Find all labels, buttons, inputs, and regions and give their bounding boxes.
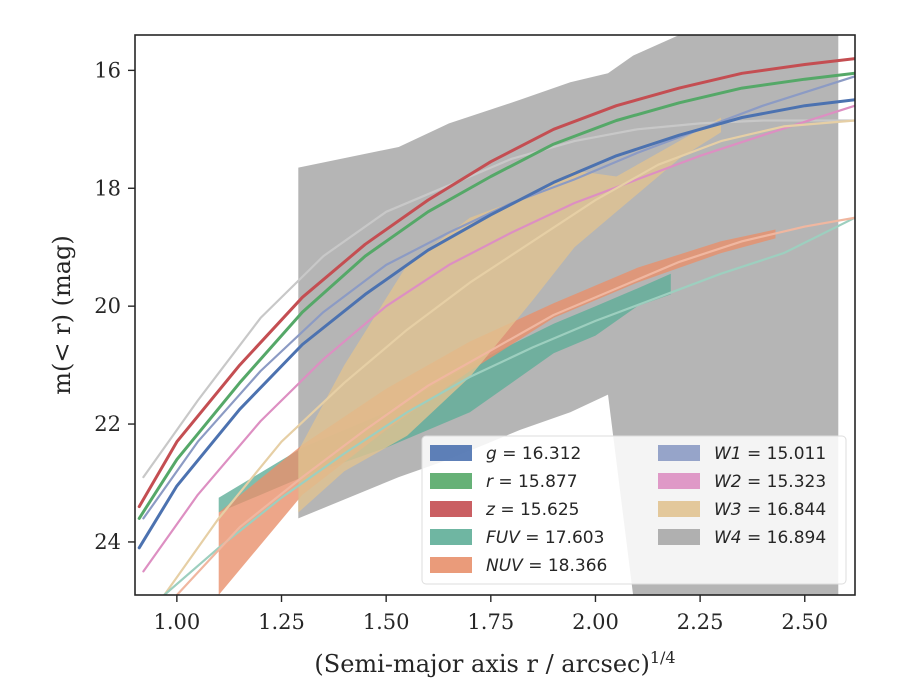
curve-nuv-line (175, 216, 855, 595)
x-tick-label: 1.50 (363, 610, 410, 634)
legend-entry-r: r = 15.877 (486, 472, 578, 492)
x-tick-label: 1.25 (258, 610, 305, 634)
legend-swatch-w4 (658, 529, 700, 545)
legend-entry-z: z = 15.625 (485, 500, 579, 520)
x-axis-label-exponent: 1/4 (650, 648, 676, 667)
legend-swatch-nuv (430, 557, 472, 573)
legend: g = 16.312 r = 15.877 z = 15.625 FUV = 17.6… (421, 435, 847, 585)
y-axis-label: m(< r) (mag) (48, 235, 76, 394)
y-tick-label: 22 (94, 412, 121, 436)
y-tick-label: 18 (94, 176, 121, 200)
legend-entry-w3: W3 = 16.844 (714, 500, 826, 520)
curve-r (137, 71, 855, 520)
legend-swatch-w3 (658, 501, 700, 517)
curve-w4-line (142, 119, 855, 479)
y-tick-label: 24 (94, 530, 121, 554)
axes-layer: 1.00 1.25 1.50 1.75 2.00 2.25 2.50 16 18 20 22 24 (94, 58, 828, 634)
x-tick-label: 2.00 (572, 610, 619, 634)
legend-entry-fuv: FUV = 17.603 (486, 528, 604, 548)
legend-swatch-w1 (658, 445, 700, 461)
legend-entry-w4: W4 = 16.894 (714, 528, 826, 548)
legend-swatch-fuv (430, 529, 472, 545)
x-tick-label: 2.25 (677, 610, 724, 634)
x-axis-label: (Semi-major axis r / arcsec)1/4 (314, 648, 675, 678)
legend-swatch-z (430, 501, 472, 517)
x-tick-label: 1.00 (153, 610, 200, 634)
legend-entry-g: g = 16.312 (486, 444, 581, 464)
legend-entry-w2: W2 = 15.323 (714, 472, 826, 492)
curve-w2 (142, 104, 855, 573)
legend-box (421, 435, 847, 585)
plot-frame (134, 34, 856, 596)
curve-g (137, 98, 855, 550)
legend-swatch-w2 (658, 473, 700, 489)
legend-entry-w1: W1 = 15.011 (714, 444, 826, 464)
x-tick-label: 1.75 (467, 610, 514, 634)
y-tick-label: 16 (94, 58, 121, 82)
legend-swatch-g (430, 445, 472, 461)
curve-w3-line (163, 119, 855, 595)
y-tick-label: 20 (94, 294, 121, 318)
curve-z (137, 57, 855, 509)
legend-swatch-r (430, 473, 472, 489)
legend-entry-nuv: NUV = 18.366 (486, 556, 607, 576)
curve-fuv-line (163, 216, 855, 595)
x-tick-label: 2.50 (781, 610, 828, 634)
